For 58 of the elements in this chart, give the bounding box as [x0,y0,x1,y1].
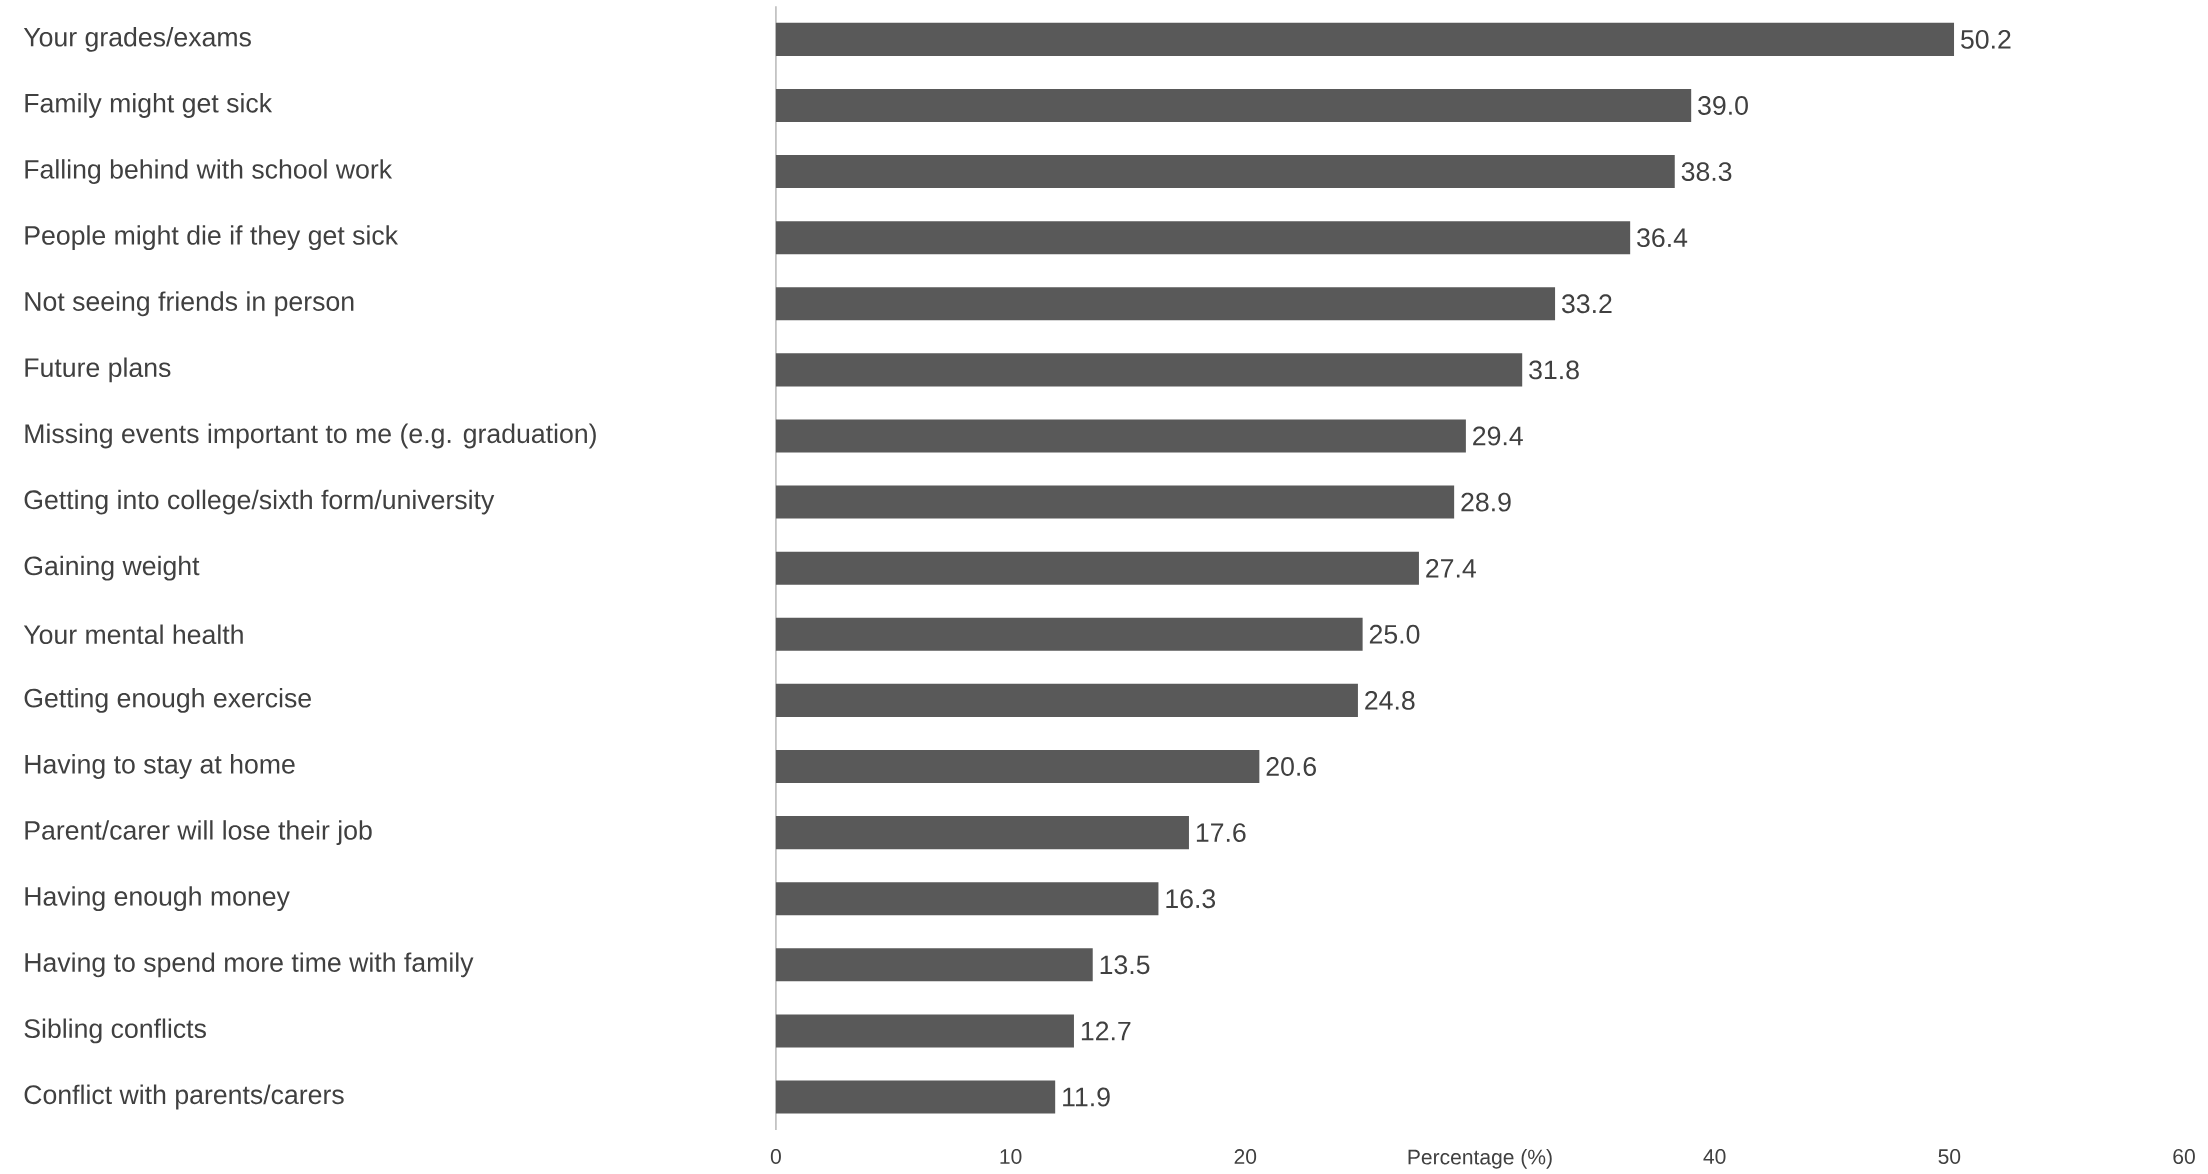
x-tick-label: 40 [1703,1148,1726,1164]
y-tick-label: Your mental health [23,624,243,644]
y-tick-label: Your grades/exams [23,26,251,52]
data-label: 16.3 [1166,889,1216,908]
x-tick-label: 60 [2173,1148,2195,1164]
y-tick-label: Getting into college/sixth form/university [24,489,495,515]
data-label: 33.2 [1561,294,1612,314]
data-label: 38.3 [1681,161,1732,181]
data-label: 29.4 [1473,426,1523,446]
y-tick-label: Parent/carer will lose their job [25,819,372,845]
data-label: 24.8 [1365,690,1415,710]
bar [775,948,1093,982]
y-tick-label: People might die if they get sick [25,225,399,250]
bar [775,88,1692,122]
y-tick-label: Having to spend more time with family [25,952,474,978]
data-label: 39.0 [1698,95,1748,115]
bar [775,154,1675,188]
data-label: 25.0 [1369,624,1420,644]
x-tick-label: 50 [1938,1148,1961,1164]
bar [775,881,1159,916]
y-tick-label: Gaining weight [24,555,200,581]
bar [775,485,1455,519]
bar [775,220,1631,255]
data-label: 11.9 [1063,1087,1110,1107]
x-tick-label: 0 [770,1148,781,1164]
bar [775,683,1358,717]
y-tick-label: Future plans [25,357,171,383]
bar [775,551,1419,585]
bar [775,22,1955,56]
y-tick-label: Family might get sick [25,92,273,118]
bar [775,419,1466,453]
bar [775,749,1260,783]
bar [775,1080,1056,1114]
bar [775,1014,1074,1048]
y-tick-label: Having enough money [25,886,290,911]
bar [775,353,1523,387]
data-label: 36.4 [1637,228,1688,247]
data-label: 17.6 [1196,822,1246,842]
data-label: 28.9 [1461,492,1511,512]
y-tick-label: Sibling conflicts [24,1018,206,1044]
data-label: 50.2 [1961,29,2011,49]
bar [775,617,1363,651]
y-tick-label: Missing events important to me (e.g. graduation) [25,423,596,449]
y-tick-label: Not seeing friends in person [25,291,354,316]
x-tick-label: 10 [1000,1148,1022,1164]
data-label: 13.5 [1100,955,1150,975]
y-tick-label: Getting enough exercise [24,687,311,713]
y-tick-label: Having to stay at home [25,753,295,779]
x-axis-title: Percentage (%) [1408,1148,1552,1169]
bar [775,287,1556,321]
y-tick-label: Falling behind with school work [25,158,393,184]
bar [775,815,1189,849]
x-tick-label: 20 [1234,1148,1257,1164]
data-label: 12.7 [1081,1021,1131,1041]
data-label: 31.8 [1529,360,1579,380]
y-tick-label: Conflict with parents/carers [24,1084,344,1110]
data-label: 27.4 [1426,558,1476,578]
data-label: 20.6 [1266,756,1316,776]
